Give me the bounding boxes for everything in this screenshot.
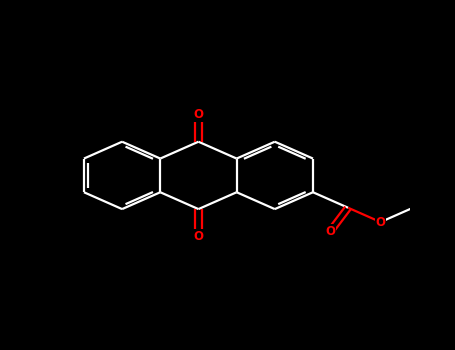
Text: O: O — [375, 216, 385, 229]
Text: O: O — [193, 230, 203, 243]
Text: O: O — [325, 225, 335, 238]
Text: O: O — [193, 108, 203, 121]
